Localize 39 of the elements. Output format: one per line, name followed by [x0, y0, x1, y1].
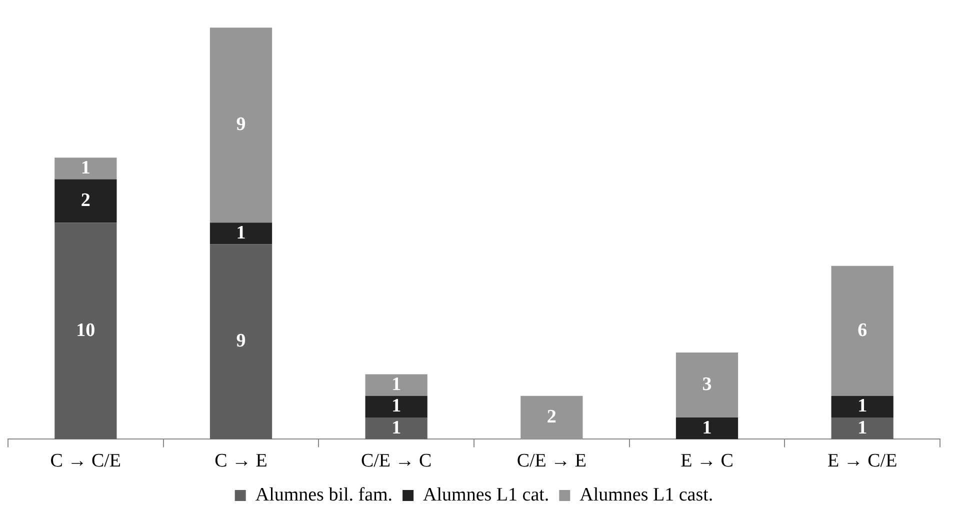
data-label: 10	[76, 320, 96, 341]
x-tick-label: C/E → E	[516, 450, 587, 472]
data-label: 1	[858, 396, 868, 417]
x-tick-label: E → C	[680, 450, 734, 472]
bar	[54, 179, 117, 223]
bar	[365, 374, 428, 396]
data-label: 1	[392, 417, 402, 438]
bar	[365, 396, 428, 418]
bar	[210, 222, 272, 244]
bar	[676, 352, 738, 418]
data-label: 2	[546, 406, 556, 428]
bar	[210, 28, 272, 223]
legend-label: Alumnes L1 cast.	[580, 484, 714, 506]
legend-label: Alumnes L1 cat.	[423, 484, 550, 506]
data-label: 1	[236, 222, 246, 244]
legend-label: Alumnes bil. fam.	[255, 484, 393, 506]
bar	[54, 158, 117, 180]
bar	[520, 396, 583, 440]
x-tick-label: C → E	[214, 450, 268, 472]
x-tick-label: C/E → C	[360, 450, 432, 472]
bar	[676, 418, 738, 440]
bar	[831, 396, 894, 418]
bar	[210, 244, 272, 440]
x-tick-label: C → C/E	[50, 450, 122, 472]
bar	[54, 222, 117, 440]
data-label: 1	[702, 417, 712, 438]
bar	[831, 266, 894, 396]
data-label: 1	[392, 396, 402, 417]
data-label: 9	[236, 114, 246, 136]
data-label: 1	[858, 417, 868, 438]
data-label: 2	[80, 190, 90, 211]
data-label: 1	[80, 157, 90, 178]
data-label: 1	[392, 374, 402, 395]
bar	[365, 418, 428, 440]
x-tick-label: E → C/E	[827, 450, 898, 472]
bar	[831, 418, 894, 440]
data-label: 9	[236, 330, 246, 352]
data-label: 3	[702, 374, 712, 395]
data-label: 6	[858, 320, 868, 341]
